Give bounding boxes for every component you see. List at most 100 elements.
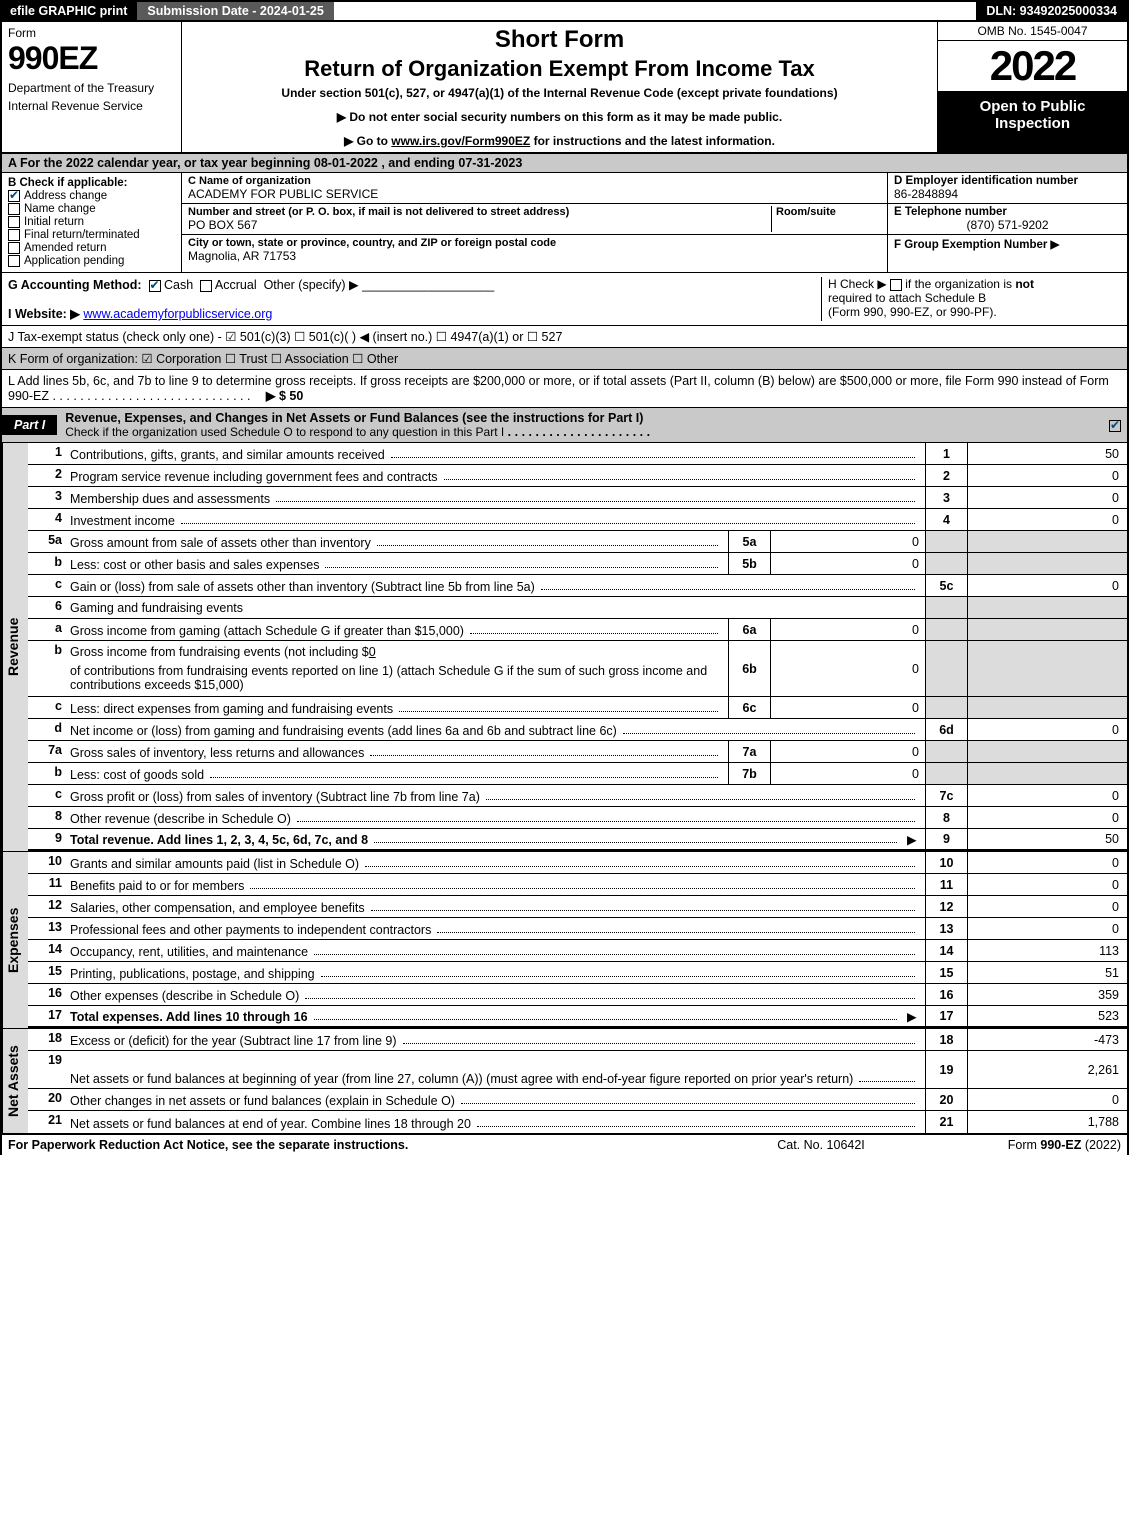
ln12-ln: 12 (925, 896, 967, 917)
ln3-n: 3 (28, 487, 66, 508)
subtitle: Under section 501(c), 527, or 4947(a)(1)… (190, 86, 929, 100)
ln12-d: Salaries, other compensation, and employ… (70, 901, 365, 915)
ln6b-n: b (28, 641, 66, 696)
ln19-ln: 19 (925, 1051, 967, 1088)
c-street-lbl: Number and street (or P. O. box, if mail… (188, 206, 771, 218)
return-title: Return of Organization Exempt From Incom… (190, 56, 929, 82)
netassets-rows: 18Excess or (deficit) for the year (Subt… (28, 1029, 1127, 1133)
ln6-vs (967, 597, 1127, 618)
footer-r-pre: Form (1008, 1138, 1041, 1152)
ln10-d: Grants and similar amounts paid (list in… (70, 857, 359, 871)
ln13-v: 0 (967, 918, 1127, 939)
chk-part1-scho[interactable] (1109, 420, 1121, 432)
ln8-n: 8 (28, 807, 66, 828)
note-ssn: ▶ Do not enter social security numbers o… (190, 110, 929, 124)
ein-value: 86-2848894 (894, 187, 1121, 201)
part1-sub: Check if the organization used Schedule … (65, 425, 504, 439)
ln10-ln: 10 (925, 852, 967, 873)
header-right: OMB No. 1545-0047 2022 Open to Public In… (937, 22, 1127, 152)
chk-final-return[interactable] (8, 229, 20, 241)
f-lbl: F Group Exemption Number ▶ (894, 239, 1059, 251)
ln6a-sn: 6a (728, 619, 770, 640)
ln7b-sv: 0 (770, 763, 925, 784)
c-street-row: Number and street (or P. O. box, if mail… (182, 204, 887, 235)
chk-cash[interactable] (149, 280, 161, 292)
ln6c-d: Less: direct expenses from gaming and fu… (70, 702, 393, 716)
h-line2: required to attach Schedule B (828, 291, 986, 305)
l-val: ▶ $ 50 (266, 389, 303, 403)
open-inspection: Open to Public Inspection (938, 92, 1127, 152)
ln6-d: Gaming and fundraising events (70, 601, 243, 615)
ln5a-n: 5a (28, 531, 66, 552)
ln16-n: 16 (28, 984, 66, 1005)
b-title: B Check if applicable: (8, 177, 175, 189)
lbl-other: Other (specify) ▶ (264, 278, 359, 292)
ln5c-ln: 5c (925, 575, 967, 596)
ln7c-ln: 7c (925, 785, 967, 806)
dept-treasury: Department of the Treasury (8, 81, 175, 95)
spacer (334, 2, 977, 20)
ln18-ln: 18 (925, 1029, 967, 1050)
ln20-ln: 20 (925, 1089, 967, 1110)
chk-amended[interactable] (8, 242, 20, 254)
ln7c-n: c (28, 785, 66, 806)
header-left: Form 990EZ Department of the Treasury In… (2, 22, 182, 152)
chk-name-change[interactable] (8, 203, 20, 215)
ln17-ln: 17 (925, 1006, 967, 1026)
g-lbl: G Accounting Method: (8, 278, 142, 292)
col-b: B Check if applicable: Address change Na… (2, 173, 182, 272)
ln1-n: 1 (28, 443, 66, 464)
chk-address-change[interactable] (8, 190, 20, 202)
footer-left: For Paperwork Reduction Act Notice, see … (8, 1138, 721, 1152)
ln7b-d: Less: cost of goods sold (70, 768, 204, 782)
irs-link[interactable]: www.irs.gov/Form990EZ (391, 134, 530, 148)
ln7a-n: 7a (28, 741, 66, 762)
footer-mid: Cat. No. 10642I (721, 1138, 921, 1152)
h-line3: (Form 990, 990-EZ, or 990-PF). (828, 305, 997, 319)
ln10-n: 10 (28, 852, 66, 873)
ln5c-v: 0 (967, 575, 1127, 596)
chk-h[interactable] (890, 279, 902, 291)
note2-post: for instructions and the latest informat… (530, 134, 775, 148)
ln7b-n: b (28, 763, 66, 784)
ln8-d: Other revenue (describe in Schedule O) (70, 812, 291, 826)
ln6d-d: Net income or (loss) from gaming and fun… (70, 724, 617, 738)
d-row: D Employer identification number 86-2848… (888, 173, 1127, 204)
arrow-17: ▶ (907, 1006, 925, 1026)
footer-r-post: (2022) (1081, 1138, 1121, 1152)
chk-app-pending[interactable] (8, 255, 20, 267)
ln4-n: 4 (28, 509, 66, 530)
vside-revenue: Revenue (2, 443, 28, 851)
c-room-lbl: Room/suite (776, 206, 881, 218)
ln14-v: 113 (967, 940, 1127, 961)
ln5a-sn: 5a (728, 531, 770, 552)
e-lbl: E Telephone number (894, 206, 1121, 218)
ln5a-vs (967, 531, 1127, 552)
note2-pre: ▶ Go to (344, 134, 391, 148)
ln6b-vs (967, 641, 1127, 696)
c-city-lbl: City or town, state or province, country… (188, 237, 881, 249)
h-post: if the organization is (902, 277, 1015, 291)
c-name-lbl: C Name of organization (188, 175, 881, 187)
ln16-ln: 16 (925, 984, 967, 1005)
ln5a-lns (925, 531, 967, 552)
ln9-ln: 9 (925, 829, 967, 849)
revenue-rows: 1Contributions, gifts, grants, and simil… (28, 443, 1127, 851)
row-g-h: G Accounting Method: Cash Accrual Other … (0, 273, 1129, 326)
ln5a-d: Gross amount from sale of assets other t… (70, 536, 371, 550)
ln7b-sn: 7b (728, 763, 770, 784)
ln5b-d: Less: cost or other basis and sales expe… (70, 558, 319, 572)
ln9-n: 9 (28, 829, 66, 849)
chk-initial-return[interactable] (8, 216, 20, 228)
h-pre: H Check ▶ (828, 277, 890, 291)
ln17-n: 17 (28, 1006, 66, 1026)
ln7a-d: Gross sales of inventory, less returns a… (70, 746, 364, 760)
ln2-v: 0 (967, 465, 1127, 486)
efile-print-button[interactable]: efile GRAPHIC print (2, 2, 135, 20)
website-link[interactable]: www.academyforpublicservice.org (83, 307, 272, 321)
ln21-v: 1,788 (967, 1111, 1127, 1133)
ln17-v: 523 (967, 1006, 1127, 1026)
ln21-ln: 21 (925, 1111, 967, 1133)
chk-accrual[interactable] (200, 280, 212, 292)
ln11-d: Benefits paid to or for members (70, 879, 244, 893)
